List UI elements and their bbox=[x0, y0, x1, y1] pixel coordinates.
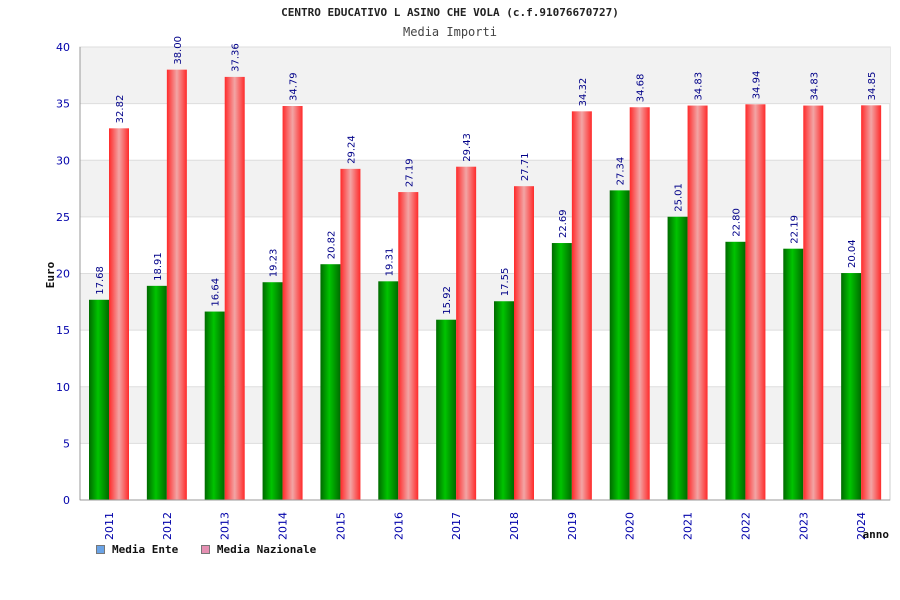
bar-media-nazionale[interactable] bbox=[340, 168, 361, 500]
data-label: 32.82 bbox=[115, 95, 126, 124]
x-tick-label: 2015 bbox=[334, 512, 347, 540]
legend-item-nazionale[interactable]: Media Nazionale bbox=[200, 543, 317, 556]
data-label: 29.43 bbox=[462, 133, 473, 162]
bar-media-nazionale[interactable] bbox=[571, 111, 592, 501]
x-tick-label: 2024 bbox=[855, 512, 868, 540]
bar-media-ente[interactable] bbox=[841, 273, 862, 500]
y-tick-label: 0 bbox=[63, 494, 70, 507]
data-label: 27.34 bbox=[616, 157, 627, 186]
y-tick-label: 5 bbox=[63, 437, 70, 450]
bar-media-nazionale[interactable] bbox=[629, 107, 650, 501]
data-label: 19.31 bbox=[384, 248, 395, 277]
x-tick-label: 2023 bbox=[797, 512, 810, 540]
x-tick-label: 2012 bbox=[161, 512, 174, 540]
plot-band bbox=[80, 47, 890, 104]
data-label: 34.94 bbox=[751, 71, 762, 100]
bar-media-ente[interactable] bbox=[551, 243, 572, 500]
legend-label-ente: Media Ente bbox=[112, 543, 179, 556]
bar-media-ente[interactable] bbox=[725, 241, 746, 501]
x-tick-label: 2011 bbox=[103, 512, 116, 540]
bar-media-nazionale[interactable] bbox=[282, 106, 303, 501]
bar-media-ente[interactable] bbox=[146, 285, 167, 500]
data-label: 34.85 bbox=[867, 72, 878, 101]
x-tick-label: 2019 bbox=[566, 512, 579, 540]
y-axis: 0 5 10 15 20 25 30 35 40 Euro bbox=[44, 41, 81, 507]
x-tick-label: 2018 bbox=[508, 512, 521, 540]
data-label: 19.23 bbox=[269, 249, 280, 278]
bar-media-nazionale[interactable] bbox=[687, 105, 708, 501]
plot-band bbox=[80, 273, 890, 331]
bar-media-ente[interactable] bbox=[378, 281, 399, 500]
bar-media-ente[interactable] bbox=[204, 311, 225, 500]
data-label: 20.04 bbox=[847, 239, 858, 268]
legend-swatch-ente bbox=[96, 545, 105, 554]
legend-label-nazionale: Media Nazionale bbox=[216, 543, 317, 556]
bar-media-nazionale[interactable] bbox=[745, 104, 766, 500]
legend-swatch-nazionale bbox=[200, 545, 210, 554]
bar-media-ente[interactable] bbox=[436, 319, 457, 500]
x-tick-label: 2022 bbox=[739, 512, 752, 540]
data-labels: 17.68 32.82 18.91 38.00 16.64 37.36 19.23 34.79… bbox=[95, 36, 878, 315]
y-axis-title: Euro bbox=[44, 261, 57, 288]
y-tick-label: 10 bbox=[56, 381, 70, 394]
chart-subtitle: Media Importi bbox=[403, 25, 497, 39]
y-tick-label: 20 bbox=[56, 268, 70, 281]
data-label: 34.79 bbox=[289, 72, 300, 101]
data-label: 22.69 bbox=[558, 209, 569, 238]
bar-series bbox=[89, 69, 882, 501]
data-label: 34.32 bbox=[578, 78, 589, 107]
bar-media-nazionale[interactable] bbox=[456, 166, 477, 500]
y-tick-label: 40 bbox=[56, 41, 70, 54]
x-axis: 2011 2012 2013 2014 2015 2016 2017 2018 2019 2020… bbox=[80, 499, 890, 541]
bar-media-nazionale[interactable] bbox=[166, 69, 187, 501]
x-tick-label: 2020 bbox=[624, 512, 637, 540]
bar-media-ente[interactable] bbox=[783, 248, 804, 500]
bar-media-nazionale[interactable] bbox=[109, 128, 129, 500]
y-tick-label: 35 bbox=[56, 98, 70, 111]
data-label: 17.68 bbox=[95, 266, 106, 295]
x-tick-label: 2017 bbox=[450, 512, 463, 540]
bar-media-ente[interactable] bbox=[609, 190, 630, 500]
bar-media-ente[interactable] bbox=[262, 282, 283, 500]
y-tick-label: 15 bbox=[56, 324, 70, 337]
bar-media-ente[interactable] bbox=[89, 299, 109, 500]
data-label: 29.24 bbox=[346, 135, 357, 164]
bar-media-ente[interactable] bbox=[667, 216, 688, 500]
bar-media-ente[interactable] bbox=[494, 301, 514, 500]
legend: Media Ente Media Nazionale bbox=[96, 543, 332, 557]
x-tick-label: 2013 bbox=[219, 512, 232, 540]
x-tick-label: 2016 bbox=[392, 512, 405, 540]
x-tick-label: 2021 bbox=[682, 512, 695, 540]
x-axis-title: anno bbox=[863, 528, 890, 541]
plot-band bbox=[80, 160, 890, 217]
data-label: 25.01 bbox=[674, 183, 685, 212]
plot-band bbox=[80, 386, 890, 444]
data-label: 20.82 bbox=[326, 231, 337, 260]
bar-media-ente[interactable] bbox=[320, 264, 341, 500]
data-label: 18.91 bbox=[153, 252, 164, 281]
data-label: 16.64 bbox=[211, 278, 222, 307]
bar-media-nazionale[interactable] bbox=[803, 105, 824, 501]
data-label: 27.71 bbox=[520, 153, 531, 182]
y-tick-label: 30 bbox=[56, 154, 70, 167]
data-label: 38.00 bbox=[173, 36, 184, 65]
data-label: 27.19 bbox=[404, 158, 415, 187]
data-label: 34.83 bbox=[809, 72, 820, 101]
data-label: 37.36 bbox=[231, 43, 242, 72]
bar-media-nazionale[interactable] bbox=[861, 105, 882, 500]
data-label: 22.80 bbox=[731, 208, 742, 237]
data-label: 15.92 bbox=[442, 286, 453, 315]
y-tick-label: 25 bbox=[56, 211, 70, 224]
chart-title: CENTRO EDUCATIVO L ASINO CHE VOLA (c.f.9… bbox=[281, 6, 619, 19]
data-label: 22.19 bbox=[789, 215, 800, 244]
legend-item-ente[interactable]: Media Ente bbox=[96, 543, 178, 556]
data-label: 34.68 bbox=[636, 74, 647, 103]
bar-media-nazionale[interactable] bbox=[224, 76, 245, 500]
x-tick-label: 2014 bbox=[277, 512, 290, 540]
bar-media-nazionale[interactable] bbox=[398, 192, 419, 501]
data-label: 34.83 bbox=[694, 72, 705, 101]
bar-media-nazionale[interactable] bbox=[514, 186, 534, 500]
data-label: 17.55 bbox=[500, 268, 511, 297]
